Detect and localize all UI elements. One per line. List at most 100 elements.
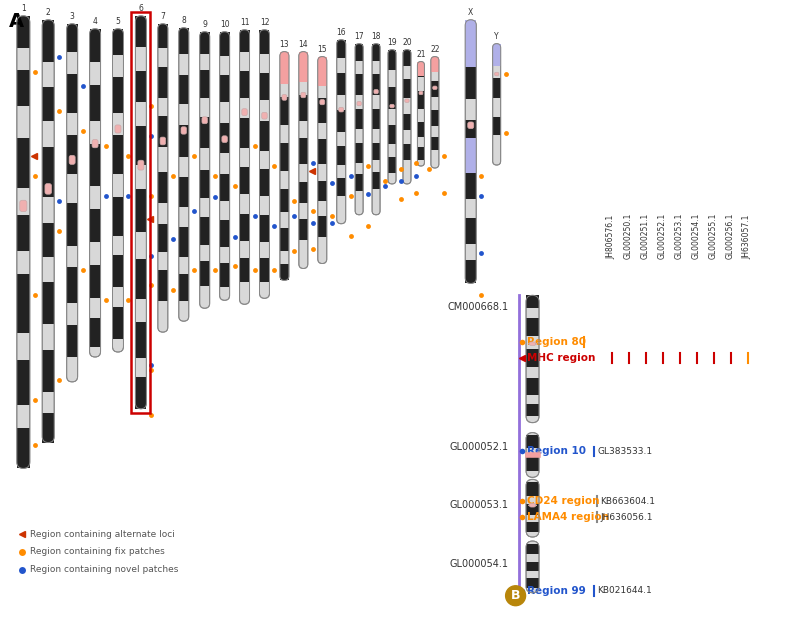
Bar — [318, 180, 326, 201]
Text: 20: 20 — [402, 38, 412, 47]
Bar — [158, 271, 168, 302]
Bar — [466, 67, 476, 99]
Bar — [135, 16, 146, 47]
Text: CD24 region: CD24 region — [526, 496, 599, 506]
FancyBboxPatch shape — [90, 29, 101, 357]
Bar — [526, 404, 539, 417]
Bar — [466, 172, 476, 199]
FancyBboxPatch shape — [92, 140, 98, 148]
Bar — [466, 20, 476, 46]
Bar — [403, 49, 411, 66]
Bar — [42, 282, 54, 324]
FancyBboxPatch shape — [403, 49, 411, 184]
Bar — [220, 174, 230, 201]
FancyBboxPatch shape — [66, 24, 78, 382]
FancyBboxPatch shape — [529, 342, 536, 345]
FancyBboxPatch shape — [405, 99, 409, 103]
Bar — [66, 135, 78, 174]
Bar — [372, 143, 380, 160]
Bar — [403, 143, 411, 160]
Bar — [178, 75, 189, 104]
Bar — [299, 52, 308, 82]
Bar — [418, 62, 425, 76]
FancyBboxPatch shape — [374, 90, 378, 94]
Bar — [158, 24, 168, 48]
FancyBboxPatch shape — [526, 433, 539, 477]
Bar — [158, 116, 168, 147]
FancyBboxPatch shape — [419, 91, 423, 95]
Bar — [42, 413, 54, 442]
Text: JH806576.1: JH806576.1 — [606, 214, 616, 258]
Text: 9: 9 — [202, 20, 207, 29]
FancyBboxPatch shape — [494, 72, 499, 76]
Bar — [259, 30, 270, 54]
Text: LAMA4 region: LAMA4 region — [526, 512, 609, 522]
Bar — [239, 258, 250, 282]
FancyBboxPatch shape — [355, 44, 363, 215]
Text: GL000255.1: GL000255.1 — [709, 212, 718, 258]
FancyBboxPatch shape — [301, 92, 306, 98]
Bar — [372, 44, 380, 61]
Bar — [113, 307, 123, 339]
Text: GL000053.1: GL000053.1 — [450, 500, 509, 510]
Bar — [355, 75, 363, 95]
Bar — [388, 49, 396, 70]
Text: MHC region: MHC region — [526, 353, 595, 363]
Bar — [259, 258, 270, 282]
Bar — [526, 482, 539, 496]
Bar — [90, 143, 101, 186]
Bar — [113, 255, 123, 287]
FancyBboxPatch shape — [262, 112, 267, 119]
Text: 8: 8 — [182, 16, 186, 25]
Bar — [200, 32, 210, 54]
Text: Region containing novel patches: Region containing novel patches — [30, 565, 178, 574]
FancyBboxPatch shape — [388, 49, 396, 184]
Bar — [526, 522, 539, 533]
Bar — [200, 170, 210, 198]
Bar — [239, 214, 250, 241]
FancyBboxPatch shape — [468, 122, 474, 129]
Bar — [355, 109, 363, 129]
Bar — [158, 172, 168, 203]
FancyBboxPatch shape — [135, 16, 146, 408]
Text: 13: 13 — [279, 40, 290, 49]
Bar — [299, 219, 308, 240]
Bar — [220, 75, 230, 101]
Bar — [466, 260, 476, 284]
Bar — [178, 125, 189, 157]
FancyBboxPatch shape — [202, 117, 207, 124]
Bar — [431, 57, 439, 72]
Bar — [493, 117, 501, 135]
Bar — [113, 197, 123, 235]
Bar — [337, 146, 346, 165]
Bar — [280, 98, 289, 125]
FancyBboxPatch shape — [222, 136, 227, 143]
Bar — [388, 157, 396, 173]
Text: A: A — [10, 12, 25, 31]
Bar — [337, 73, 346, 95]
Text: JH636056.1: JH636056.1 — [600, 513, 653, 522]
Bar — [337, 40, 346, 58]
Text: GL000054.1: GL000054.1 — [450, 559, 509, 569]
FancyBboxPatch shape — [158, 24, 168, 332]
Bar — [42, 20, 54, 62]
Bar — [526, 504, 539, 515]
Bar — [355, 143, 363, 163]
Bar — [17, 70, 30, 106]
Bar — [299, 138, 308, 164]
Bar — [280, 265, 289, 281]
Bar — [90, 210, 101, 242]
Text: 6: 6 — [138, 4, 143, 13]
Bar — [220, 32, 230, 56]
Bar — [466, 20, 476, 67]
Bar — [431, 57, 439, 70]
Bar — [90, 265, 101, 298]
Bar — [403, 114, 411, 130]
Text: 10: 10 — [220, 20, 230, 29]
FancyBboxPatch shape — [259, 30, 270, 298]
Text: 4: 4 — [93, 17, 98, 26]
Bar — [220, 220, 230, 247]
Bar — [158, 224, 168, 252]
Bar — [526, 295, 539, 308]
Bar — [372, 172, 380, 189]
